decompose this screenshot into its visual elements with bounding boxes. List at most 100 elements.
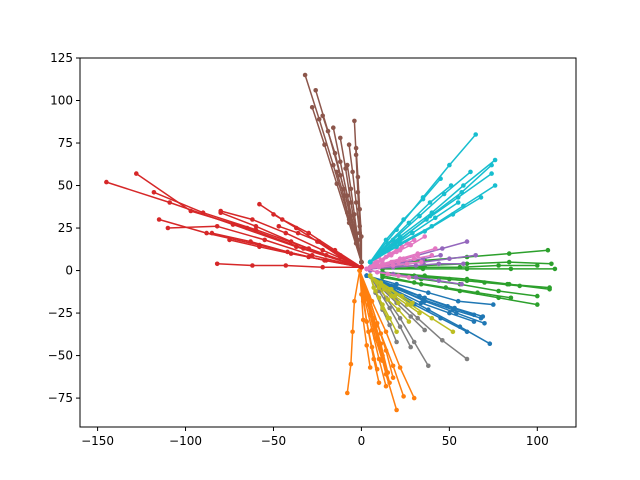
- data-point: [448, 183, 454, 188]
- data-point: [552, 266, 558, 272]
- data-point: [517, 283, 522, 289]
- data-point: [387, 305, 392, 311]
- data-point: [385, 271, 391, 277]
- data-point: [401, 217, 406, 222]
- data-point: [364, 266, 370, 272]
- data-point: [383, 383, 389, 389]
- data-point: [397, 365, 403, 370]
- x-tick-label: 0: [358, 434, 366, 448]
- data-point: [280, 217, 285, 222]
- data-point: [489, 171, 494, 176]
- data-point: [209, 230, 215, 236]
- series-8: [367, 273, 456, 335]
- data-point: [427, 200, 433, 205]
- data-point: [367, 259, 373, 265]
- data-point: [331, 162, 336, 168]
- data-point: [487, 341, 493, 347]
- data-point: [134, 171, 139, 176]
- y-tick-label: 50: [58, 179, 73, 193]
- data-point: [360, 317, 366, 323]
- data-point: [480, 314, 486, 319]
- data-point: [535, 302, 540, 307]
- data-point: [427, 213, 433, 219]
- data-point: [331, 125, 336, 130]
- data-point: [364, 319, 370, 324]
- data-point: [355, 174, 361, 180]
- data-point: [399, 244, 405, 250]
- y-axis: −75 −50 −25 0 25 50 75 100 125: [48, 51, 80, 405]
- data-point: [406, 319, 412, 324]
- y-tick-label: 25: [58, 221, 73, 235]
- y-tick-label: 75: [58, 136, 73, 150]
- x-tick-label: −150: [81, 434, 114, 448]
- data-point: [506, 259, 512, 265]
- data-point: [457, 324, 463, 330]
- data-point: [341, 193, 347, 198]
- y-tick-label: −75: [48, 391, 73, 405]
- data-point: [392, 283, 398, 289]
- data-point: [383, 237, 389, 243]
- data-point: [346, 217, 352, 222]
- data-point: [418, 300, 424, 306]
- data-point: [295, 230, 301, 236]
- data-point: [165, 225, 171, 231]
- data-point: [440, 338, 445, 343]
- data-point: [433, 246, 438, 251]
- data-point: [390, 363, 396, 369]
- data-point: [461, 261, 466, 267]
- data-point: [394, 329, 399, 335]
- data-point: [396, 300, 401, 306]
- data-point: [408, 242, 414, 248]
- axes-frame: [79, 57, 577, 428]
- data-point: [248, 239, 253, 244]
- data-point: [396, 259, 401, 265]
- data-point: [357, 207, 363, 212]
- data-point: [348, 186, 354, 192]
- data-point: [408, 314, 414, 319]
- data-point: [447, 310, 452, 316]
- data-point: [426, 290, 431, 296]
- data-point: [406, 275, 412, 280]
- data-point: [383, 348, 389, 353]
- data-point: [364, 292, 370, 297]
- data-point: [429, 315, 435, 321]
- data-point: [422, 298, 428, 304]
- x-tick-label: 100: [526, 434, 549, 448]
- data-point: [422, 295, 428, 301]
- data-point: [473, 253, 479, 258]
- series-3: [104, 171, 364, 270]
- data-point: [167, 200, 172, 205]
- data-point: [411, 339, 417, 345]
- data-point: [489, 162, 494, 168]
- data-point: [357, 230, 363, 236]
- data-point: [450, 329, 456, 335]
- data-point: [464, 261, 470, 267]
- data-point: [204, 230, 209, 236]
- data-point: [380, 258, 385, 263]
- data-point: [473, 132, 479, 137]
- data-point: [374, 366, 380, 372]
- data-point: [420, 196, 426, 202]
- data-point: [438, 176, 443, 181]
- data-point: [352, 298, 357, 304]
- data-point: [257, 244, 262, 250]
- data-point: [461, 183, 466, 188]
- data-point: [376, 285, 382, 290]
- data-point: [464, 356, 470, 362]
- data-point: [404, 261, 410, 267]
- data-point: [447, 276, 452, 282]
- data-point: [389, 253, 394, 258]
- x-tick-label: −100: [169, 434, 202, 448]
- data-point: [468, 169, 473, 175]
- data-point: [353, 241, 359, 246]
- data-point: [417, 213, 422, 219]
- data-point: [214, 224, 220, 229]
- data-point: [455, 298, 461, 304]
- data-point: [482, 321, 487, 326]
- data-point: [359, 259, 364, 265]
- data-point: [345, 390, 350, 396]
- data-point: [357, 268, 363, 273]
- data-point: [389, 287, 394, 292]
- data-point: [496, 295, 501, 301]
